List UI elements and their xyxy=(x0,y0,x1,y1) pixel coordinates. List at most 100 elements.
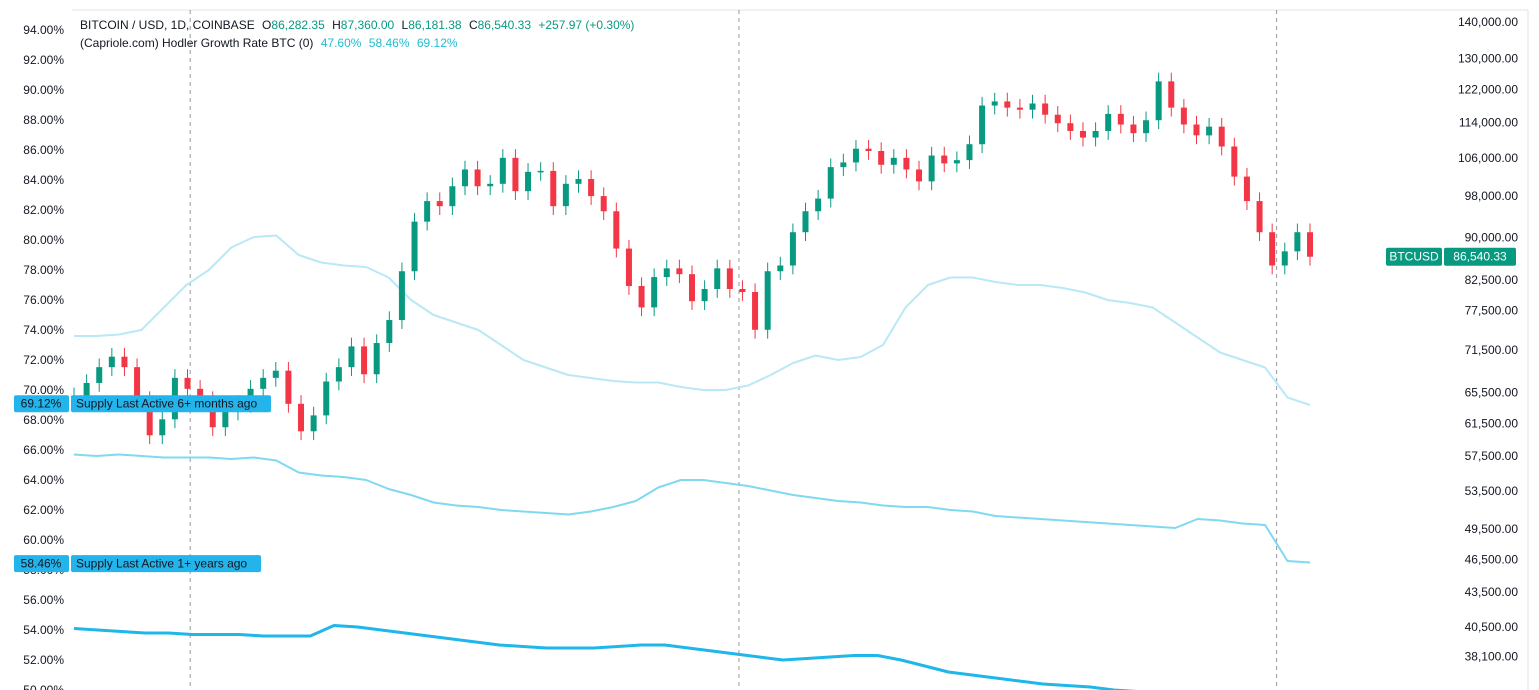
candle-body xyxy=(1243,176,1250,202)
candle-body xyxy=(953,160,960,164)
left-axis-tick-label: 74.00% xyxy=(23,323,64,337)
candle-body xyxy=(449,186,456,207)
series-name-badge-label: Supply Last Active 1+ years ago xyxy=(76,557,247,571)
candle-body xyxy=(1105,113,1112,131)
series-line-1 xyxy=(74,234,1311,406)
candle-body xyxy=(1079,130,1086,138)
candle-body xyxy=(323,381,330,416)
candle-body xyxy=(1231,146,1238,177)
right-axis-tick-label: 106,000.00 xyxy=(1458,151,1518,165)
candle-body xyxy=(146,400,153,436)
candle-body xyxy=(726,268,733,289)
candle-body xyxy=(916,169,923,182)
candle-body xyxy=(928,155,935,182)
price-candles xyxy=(71,72,1313,445)
indicator-value-6m: 69.12% xyxy=(416,36,458,50)
left-axis-tick-label: 84.00% xyxy=(23,173,64,187)
left-axis-tick-label: 66.00% xyxy=(23,443,64,457)
candle-body xyxy=(436,201,443,207)
right-axis-tick-label: 38,100.00 xyxy=(1465,650,1519,664)
candle-body xyxy=(562,183,569,207)
left-axis-tick-label: 90.00% xyxy=(23,83,64,97)
candle-body xyxy=(613,211,620,249)
candle-body xyxy=(966,144,973,161)
indicator-value-1y: 58.46% xyxy=(368,36,410,50)
candle-body xyxy=(272,370,279,378)
close-label: C xyxy=(468,18,478,32)
ticker-badge-label: BTCUSD xyxy=(1389,250,1439,264)
candle-body xyxy=(714,268,721,289)
left-axis-tick-label: 50.00% xyxy=(23,683,64,690)
symbol-legend[interactable]: BITCOIN / USD, 1D, COINBASE O86,282.35 H… xyxy=(80,18,634,32)
open-label: O xyxy=(262,18,272,32)
candle-body xyxy=(802,211,809,233)
candle-body xyxy=(638,285,645,308)
candle-body xyxy=(1269,232,1276,266)
right-axis-tick-label: 61,500.00 xyxy=(1465,416,1519,430)
candle-body xyxy=(815,198,822,212)
candle-body xyxy=(108,356,115,368)
candle-body xyxy=(260,377,267,389)
candle-body xyxy=(373,343,380,375)
low-value: 86,181.38 xyxy=(408,18,462,32)
series-name-badge-label: Supply Last Active 6+ months ago xyxy=(76,397,257,411)
symbol-title: BITCOIN / USD, 1D, COINBASE xyxy=(80,18,255,32)
left-axis-tick-label: 76.00% xyxy=(23,293,64,307)
left-axis-tick-label: 86.00% xyxy=(23,143,64,157)
candle-body xyxy=(1256,201,1263,233)
ticker-badge xyxy=(1386,247,1442,266)
candle-body xyxy=(676,268,683,275)
candle-body xyxy=(1117,113,1124,125)
candle-body xyxy=(209,400,216,428)
candle-body xyxy=(575,178,582,184)
candle-body xyxy=(789,232,796,266)
left-axis-tick-label: 52.00% xyxy=(23,653,64,667)
candle-body xyxy=(852,148,859,163)
vertical-dashed-lines xyxy=(189,10,1278,690)
left-axis-tick-label: 80.00% xyxy=(23,233,64,247)
candle-body xyxy=(979,105,986,145)
candle-body xyxy=(777,265,784,272)
candle-body xyxy=(398,271,405,321)
right-axis-tick-label: 43,500.00 xyxy=(1465,585,1519,599)
candle-body xyxy=(840,162,847,168)
candle-body xyxy=(1143,120,1150,134)
candle-body xyxy=(689,274,695,302)
candle-body xyxy=(827,167,834,199)
candle-body xyxy=(310,415,317,432)
candle-body xyxy=(739,288,746,293)
candle-body xyxy=(752,292,759,330)
left-axis-tick-label: 54.00% xyxy=(23,623,64,637)
candle-body xyxy=(96,367,103,383)
candle-body xyxy=(1168,81,1175,108)
right-axis-tick-label: 65,500.00 xyxy=(1465,386,1519,400)
right-axis-tick-label: 71,500.00 xyxy=(1465,343,1519,357)
candle-body xyxy=(461,169,468,187)
candle-body xyxy=(298,403,305,432)
right-axis-tick-label: 122,000.00 xyxy=(1458,82,1518,96)
candle-body xyxy=(1193,124,1200,136)
indicator-title: (Capriole.com) Hodler Growth Rate BTC (0… xyxy=(80,36,314,50)
close-value: 86,540.33 xyxy=(477,18,532,32)
series-value-badge-label: 58.46% xyxy=(21,557,62,571)
candle-body xyxy=(159,419,166,436)
right-axis-tick-label: 77,500.00 xyxy=(1465,304,1519,318)
candle-body xyxy=(474,169,481,187)
right-axis-tick-label: 57,500.00 xyxy=(1465,449,1519,463)
series-line-3 xyxy=(73,624,1138,690)
left-axis-tick-label: 82.00% xyxy=(23,203,64,217)
indicator-legend[interactable]: (Capriole.com) Hodler Growth Rate BTC (0… xyxy=(80,36,458,50)
candle-body xyxy=(1130,124,1137,134)
right-axis-tick-label: 49,500.00 xyxy=(1465,522,1519,536)
candle-body xyxy=(222,411,229,428)
price-badge xyxy=(1444,247,1516,266)
indicator-value-2y: 47.60% xyxy=(320,36,362,50)
candle-body xyxy=(411,221,418,272)
axis-badges: BTCUSD 86,540.33 69.12% Supply Last Active … xyxy=(14,247,1516,573)
candle-body xyxy=(600,196,607,212)
series-value-badge-label: 69.12% xyxy=(21,397,62,411)
candle-body xyxy=(386,320,393,344)
candle-body xyxy=(134,367,141,401)
candle-body xyxy=(285,370,292,404)
